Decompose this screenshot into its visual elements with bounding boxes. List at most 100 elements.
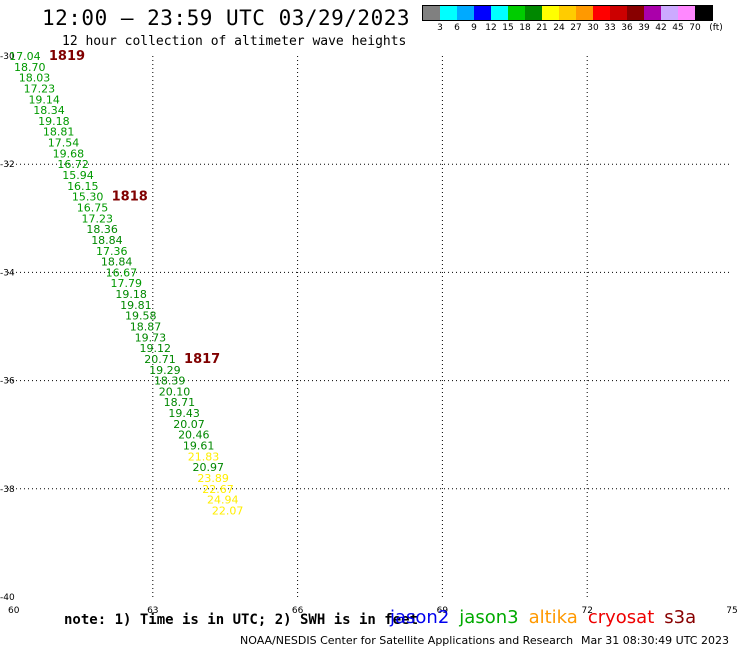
legend-swatch [508, 6, 525, 20]
time-label: 1817 [184, 352, 220, 367]
wave-height-value: 17.36 [96, 245, 128, 258]
wave-height-value: 20.71 [144, 353, 176, 366]
wave-height-value: 19.61 [183, 440, 215, 453]
wave-height-points: 17.0418.7018.0317.2319.1418.3419.1818.81… [9, 50, 243, 517]
legend-label: 70 [689, 23, 701, 33]
legend-label: 15 [502, 23, 514, 33]
wave-height-value: 20.97 [193, 461, 225, 474]
wave-height-value: 22.67 [202, 483, 234, 496]
page-title: 12:00 — 23:59 UTC 03/29/2023 [42, 6, 411, 30]
wave-height-value: 16.75 [77, 201, 109, 214]
wave-height-value: 19.43 [168, 407, 200, 420]
time-label: 1818 [112, 190, 148, 205]
wave-height-value: 15.94 [62, 169, 94, 182]
wave-height-value: 22.07 [212, 504, 244, 517]
footer-note: note: 1) Time is in UTC; 2) SWH is in fe… [64, 612, 419, 628]
legend-label: 39 [638, 23, 650, 33]
wave-height-value: 19.18 [38, 115, 70, 128]
lon-tick-label: 69 [437, 606, 449, 616]
legend-swatch [610, 6, 627, 20]
legend-swatch [644, 6, 661, 20]
legend-swatch [678, 6, 695, 20]
legend-swatch [525, 6, 542, 20]
legend-swatch [542, 6, 559, 20]
wave-height-value: 19.14 [28, 93, 60, 106]
wave-height-value: 17.23 [82, 212, 114, 225]
lon-tick-label: 75 [726, 606, 737, 616]
lon-tick-label: 60 [8, 606, 20, 616]
wave-height-value: 21.83 [188, 450, 220, 463]
footer-timestamp: Mar 31 08:30:49 UTC 2023 [581, 634, 729, 647]
lat-tick-label: -38 [0, 485, 15, 495]
legend-label: 12 [485, 23, 497, 33]
wave-height-value: 19.81 [120, 299, 152, 312]
legend-label: 21 [536, 23, 548, 33]
satellite-altika: altika [528, 607, 578, 628]
wave-height-value: 19.29 [149, 364, 181, 377]
wave-height-value: 20.46 [178, 429, 210, 442]
lon-tick-label: 63 [147, 606, 158, 616]
wave-height-value: 24.94 [207, 494, 239, 507]
wave-height-value: 17.79 [111, 277, 143, 290]
wave-height-value: 19.73 [135, 331, 167, 344]
legend-label: 30 [587, 23, 599, 33]
wave-height-value: 18.70 [14, 61, 46, 74]
wave-height-value: 18.39 [154, 375, 186, 388]
wave-height-value: 19.58 [125, 310, 157, 323]
legend-label: 3 [437, 23, 443, 33]
legend-swatch [661, 6, 678, 20]
wave-height-value: 17.04 [9, 50, 41, 63]
wave-height-value: 19.68 [53, 147, 85, 160]
satellite-legend: jason2 jason3 altika cryosat s3a [390, 607, 706, 628]
legend-labels: (ft) 3 6 9 12 15 18 21 24 27 30 33 36 39 42 45 70 [422, 21, 723, 35]
legend-swatch [491, 6, 508, 20]
lat-tick-label: -32 [0, 160, 15, 170]
wave-height-value: 16.15 [67, 180, 99, 193]
wave-height-value: 18.03 [19, 72, 51, 85]
wave-height-value: 18.87 [130, 321, 162, 334]
legend-label: 9 [471, 23, 477, 33]
lat-tick-label: -30 [0, 52, 15, 62]
satellite-s3a: s3a [664, 607, 697, 628]
wave-height-value: 23.89 [197, 472, 229, 485]
lat-tick-label: -34 [0, 268, 15, 278]
legend-swatch [593, 6, 610, 20]
time-labels: 1819 1818 1817 [49, 49, 220, 367]
legend-label: 36 [621, 23, 633, 33]
lon-tick-label: 66 [292, 606, 304, 616]
legend-label: 45 [672, 23, 684, 33]
legend-label: 42 [655, 23, 667, 33]
time-label: 1819 [49, 49, 85, 64]
legend-swatch [695, 6, 712, 20]
legend-unit: (ft) [709, 23, 723, 33]
satellite-cryosat: cryosat [587, 607, 655, 628]
wave-height-value: 18.34 [33, 104, 65, 117]
wave-height-value: 20.07 [173, 418, 205, 431]
legend-label: 27 [570, 23, 582, 33]
lon-tick-label: 72 [581, 606, 592, 616]
wave-height-value: 19.18 [115, 288, 147, 301]
legend-swatch [559, 6, 576, 20]
wave-height-value: 17.54 [48, 137, 80, 150]
wave-height-value: 19.12 [139, 342, 171, 355]
lat-tick-label: -36 [0, 377, 15, 387]
map-axis-labels: 60 63 66 69 72 75 -30 -32 -34 -36 -38 -40 [0, 52, 738, 616]
wave-height-value: 20.10 [159, 385, 191, 398]
wave-height-value: 17.23 [24, 82, 56, 95]
map-grid [8, 56, 732, 597]
color-legend: (ft) 3 6 9 12 15 18 21 24 27 30 33 36 39 42 45 70 [422, 5, 723, 35]
footer-credit: NOAA/NESDIS Center for Satellite Applica… [240, 634, 574, 647]
wave-height-value: 18.36 [86, 223, 118, 236]
wave-height-value: 16.67 [106, 266, 138, 279]
satellite-jason3: jason3 [459, 607, 519, 628]
lat-tick-label: -40 [0, 593, 15, 603]
legend-swatch [457, 6, 474, 20]
legend-label: 6 [454, 23, 460, 33]
satellite-jason2: jason2 [390, 607, 450, 628]
legend-swatch [627, 6, 644, 20]
wave-height-value: 18.84 [91, 234, 123, 247]
wave-height-value: 18.84 [101, 256, 133, 269]
legend-swatch [576, 6, 593, 20]
legend-swatch [440, 6, 457, 20]
